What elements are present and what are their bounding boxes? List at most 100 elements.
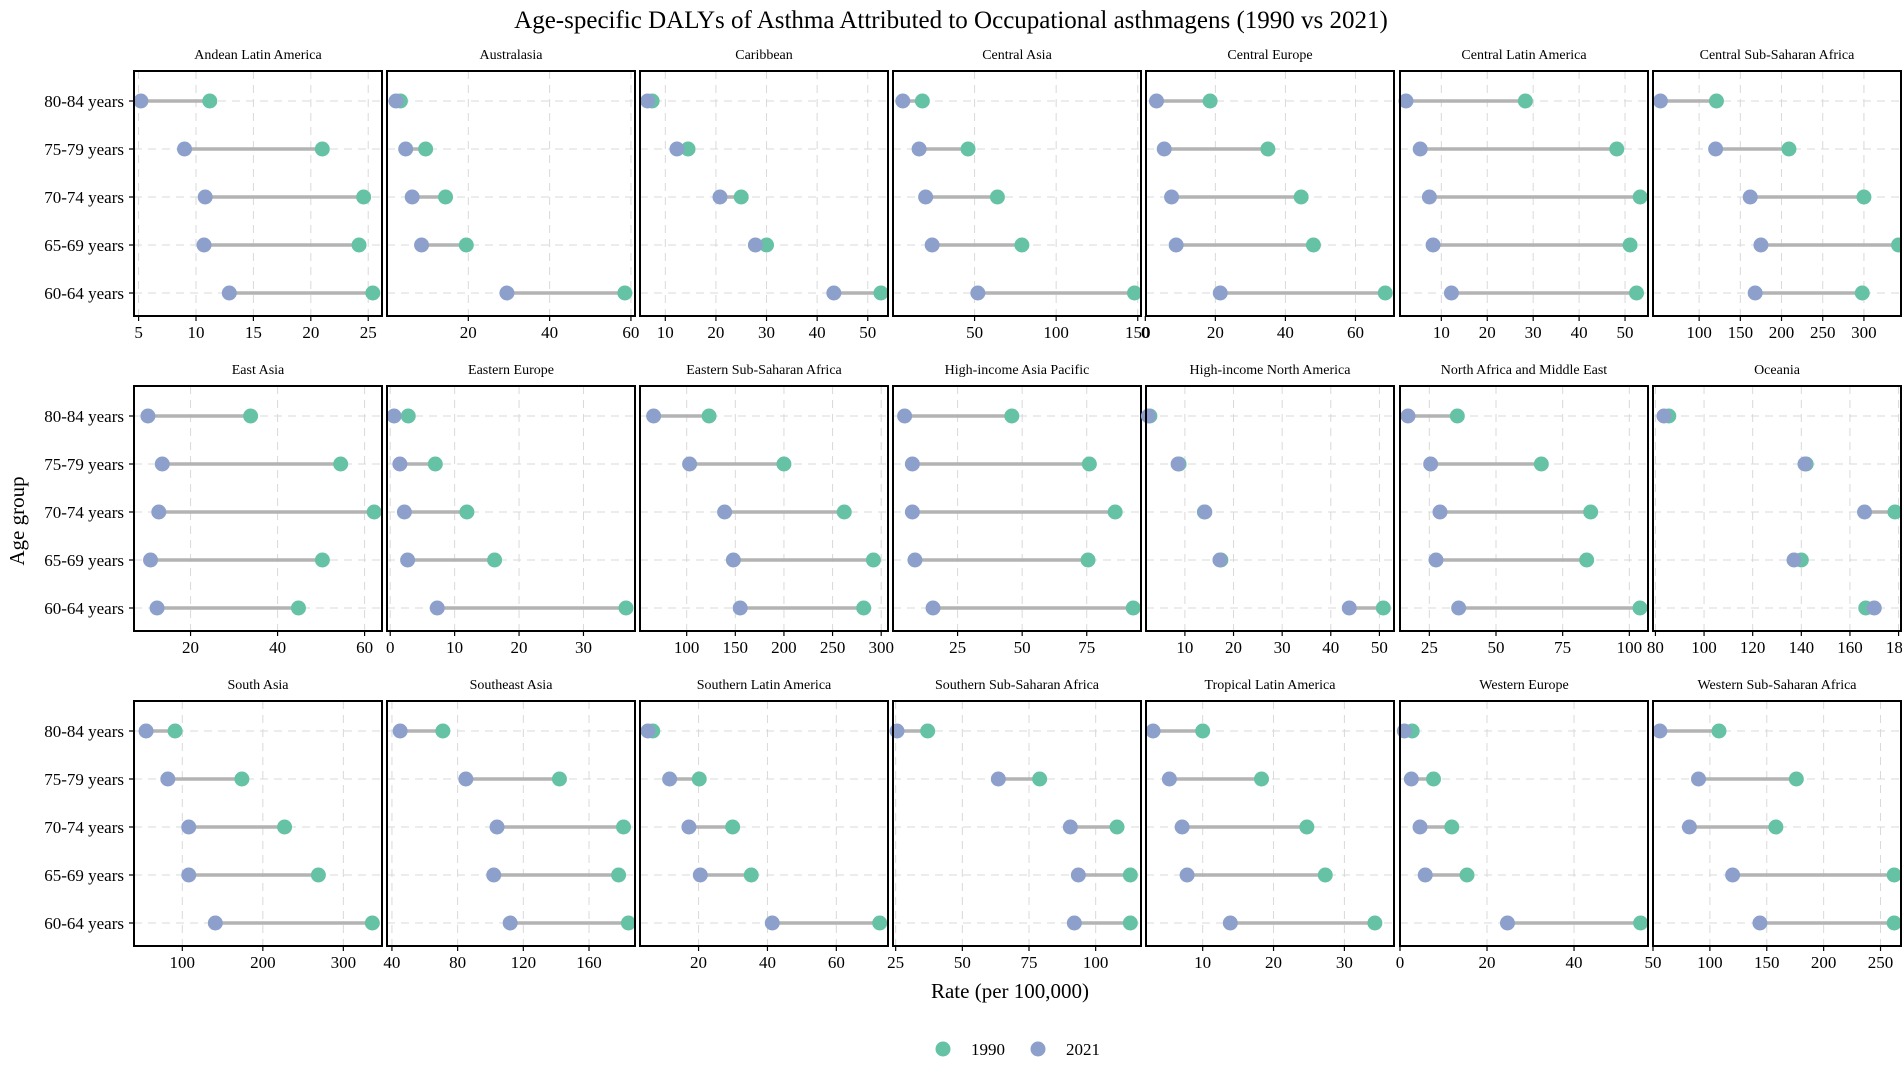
point-2021 — [682, 456, 698, 472]
point-2021 — [1652, 723, 1668, 739]
x-tick-label: 300 — [868, 638, 894, 657]
panel-title: Andean Latin America — [194, 48, 322, 63]
point-2021 — [154, 456, 170, 472]
point-2021 — [386, 408, 402, 424]
x-tick-label: 250 — [1810, 323, 1836, 342]
panel-border — [892, 700, 1142, 947]
x-tick-label: 40 — [1566, 953, 1583, 972]
x-tick-label: 60 — [356, 638, 373, 657]
point-1990 — [1081, 456, 1097, 472]
panel-background — [386, 70, 636, 317]
x-tick-label: 10 — [1433, 323, 1450, 342]
y-tick-label: 80-84 years — [44, 722, 124, 741]
point-1990 — [620, 915, 636, 931]
point-1990 — [1260, 141, 1276, 157]
panel-title: High-income Asia Pacific — [945, 363, 1090, 378]
x-tick-label: 60 — [622, 323, 639, 342]
point-2021 — [970, 285, 986, 301]
point-1990 — [1632, 189, 1648, 205]
point-2021 — [392, 456, 408, 472]
panel-background — [1399, 70, 1649, 317]
point-1990 — [920, 723, 936, 739]
x-tick-label: 0 — [1141, 323, 1150, 342]
point-1990 — [1032, 771, 1048, 787]
point-1990 — [1533, 456, 1549, 472]
x-tick-label: 120 — [1740, 638, 1766, 657]
x-tick-label: 100 — [1043, 323, 1069, 342]
x-tick-label: 100 — [1083, 953, 1109, 972]
point-1990 — [234, 771, 250, 787]
point-2021 — [826, 285, 842, 301]
x-tick-label: 75 — [1078, 638, 1095, 657]
panel: Central Europe 0 20 40 60 — [1141, 48, 1395, 342]
panel: Southern Latin America 20 40 60 — [639, 678, 889, 972]
point-2021 — [151, 504, 167, 520]
point-2021 — [1070, 867, 1086, 883]
point-1990 — [1107, 504, 1123, 520]
point-2021 — [889, 723, 905, 739]
point-2021 — [1341, 600, 1357, 616]
point-2021 — [1164, 189, 1180, 205]
y-tick-label: 70-74 years — [44, 818, 124, 837]
x-tick-label: 200 — [771, 638, 797, 657]
panel-border — [133, 70, 383, 317]
point-1990 — [1711, 723, 1727, 739]
point-2021 — [502, 915, 518, 931]
x-tick-label: 50 — [859, 323, 876, 342]
panel-border — [1399, 385, 1649, 632]
y-axis-label: Age group — [5, 476, 29, 565]
x-tick-label: 75 — [1554, 638, 1571, 657]
panel-title: Central Europe — [1227, 48, 1312, 63]
point-1990 — [1426, 771, 1442, 787]
point-2021 — [904, 456, 920, 472]
panel-border — [1399, 70, 1649, 317]
point-1990 — [1768, 819, 1784, 835]
x-tick-label: 150 — [1728, 323, 1754, 342]
point-2021 — [404, 189, 420, 205]
panel-border — [1145, 700, 1395, 947]
point-2021 — [1398, 93, 1414, 109]
panel-border — [386, 70, 636, 317]
panel: Eastern Sub-Saharan Africa 100 150 200 250 30… — [639, 363, 894, 657]
panel-border — [1652, 700, 1902, 947]
panel-border — [1399, 700, 1649, 947]
panel-background — [1399, 700, 1649, 947]
panel-background — [133, 700, 383, 947]
x-tick-label: 20 — [1265, 953, 1282, 972]
point-2021 — [990, 771, 1006, 787]
point-1990 — [680, 141, 696, 157]
x-tick-label: 40 — [1571, 323, 1588, 342]
point-1990 — [365, 285, 381, 301]
x-tick-label: 40 — [383, 953, 400, 972]
point-1990 — [438, 189, 454, 205]
panel-title: Central Asia — [982, 48, 1052, 63]
panel: Central Latin America 10 20 30 40 50 — [1398, 48, 1649, 342]
point-2021 — [143, 552, 159, 568]
point-2021 — [1174, 819, 1190, 835]
point-1990 — [314, 141, 330, 157]
panel-background — [639, 70, 889, 317]
point-2021 — [764, 915, 780, 931]
point-2021 — [1412, 141, 1428, 157]
x-tick-label: 10 — [188, 323, 205, 342]
panel-background — [133, 385, 383, 632]
point-2021 — [207, 915, 223, 931]
point-2021 — [725, 552, 741, 568]
point-1990 — [427, 456, 443, 472]
point-2021 — [732, 600, 748, 616]
point-2021 — [1786, 552, 1802, 568]
point-1990 — [1377, 285, 1393, 301]
y-tick-label: 75-79 years — [44, 770, 124, 789]
panel-title: Tropical Latin America — [1205, 678, 1337, 693]
point-2021 — [1140, 408, 1156, 424]
point-2021 — [392, 723, 408, 739]
point-1990 — [836, 504, 852, 520]
point-1990 — [872, 915, 888, 931]
legend-marker-2021 — [1030, 1041, 1046, 1057]
point-1990 — [1609, 141, 1625, 157]
panel: North Africa and Middle East 25 50 75 100 — [1399, 363, 1649, 657]
panel: South Asia 100 200 300 80-84 years 75-79 year… — [44, 678, 383, 972]
x-tick-label: 20 — [1479, 953, 1496, 972]
point-1990 — [1632, 600, 1648, 616]
point-1990 — [435, 723, 451, 739]
